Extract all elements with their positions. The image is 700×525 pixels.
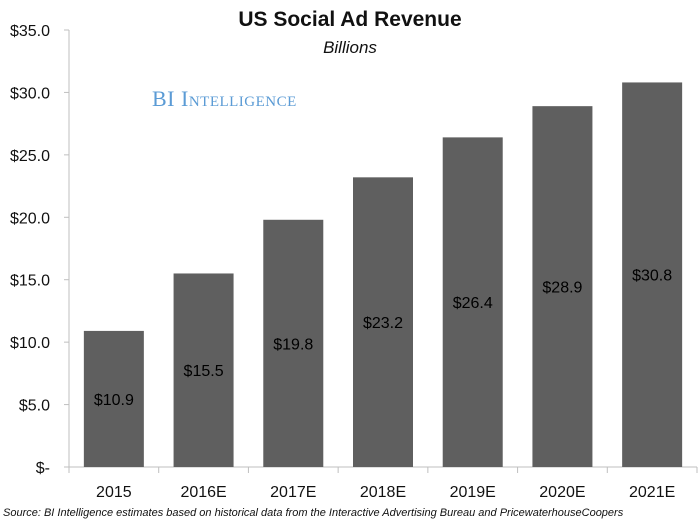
y-tick-label: $10.0: [10, 335, 50, 352]
bar: [173, 273, 234, 467]
x-tick-label: 2015: [96, 484, 132, 501]
chart-subtitle: Billions: [323, 38, 377, 57]
y-tick-label: $15.0: [10, 273, 50, 290]
bar: [83, 330, 144, 467]
data-label: $15.5: [184, 363, 224, 380]
chart-title: US Social Ad Revenue: [238, 8, 462, 31]
x-tick-label: 2016E: [180, 484, 226, 501]
x-tick-label: 2021E: [629, 484, 675, 501]
y-tick-label: $5.0: [19, 398, 50, 415]
x-tick-label: 2019E: [450, 484, 496, 501]
data-label: $26.4: [453, 295, 493, 312]
bar: [532, 106, 593, 468]
x-tick-label: 2020E: [539, 484, 585, 501]
y-tick-label: $30.0: [10, 85, 50, 102]
source-note: Source: BI Intelligence estimates based …: [3, 507, 624, 519]
data-label: $30.8: [632, 268, 672, 285]
brand-logo: BI Intelligence: [152, 86, 297, 111]
bar: [263, 219, 324, 467]
data-label: $10.9: [94, 392, 134, 409]
x-tick-label: 2017E: [270, 484, 316, 501]
x-tick-label: 2018E: [360, 484, 406, 501]
y-tick-label: $20.0: [10, 210, 50, 227]
bar: [353, 177, 413, 467]
bar: [622, 82, 683, 467]
data-label: $23.2: [363, 315, 403, 332]
bar: [442, 137, 503, 467]
data-label: $28.9: [542, 280, 582, 297]
y-tick-label: $-: [36, 460, 50, 477]
data-label: $19.8: [273, 336, 313, 353]
y-tick-label: $35.0: [10, 23, 50, 40]
y-tick-label: $25.0: [10, 148, 50, 165]
